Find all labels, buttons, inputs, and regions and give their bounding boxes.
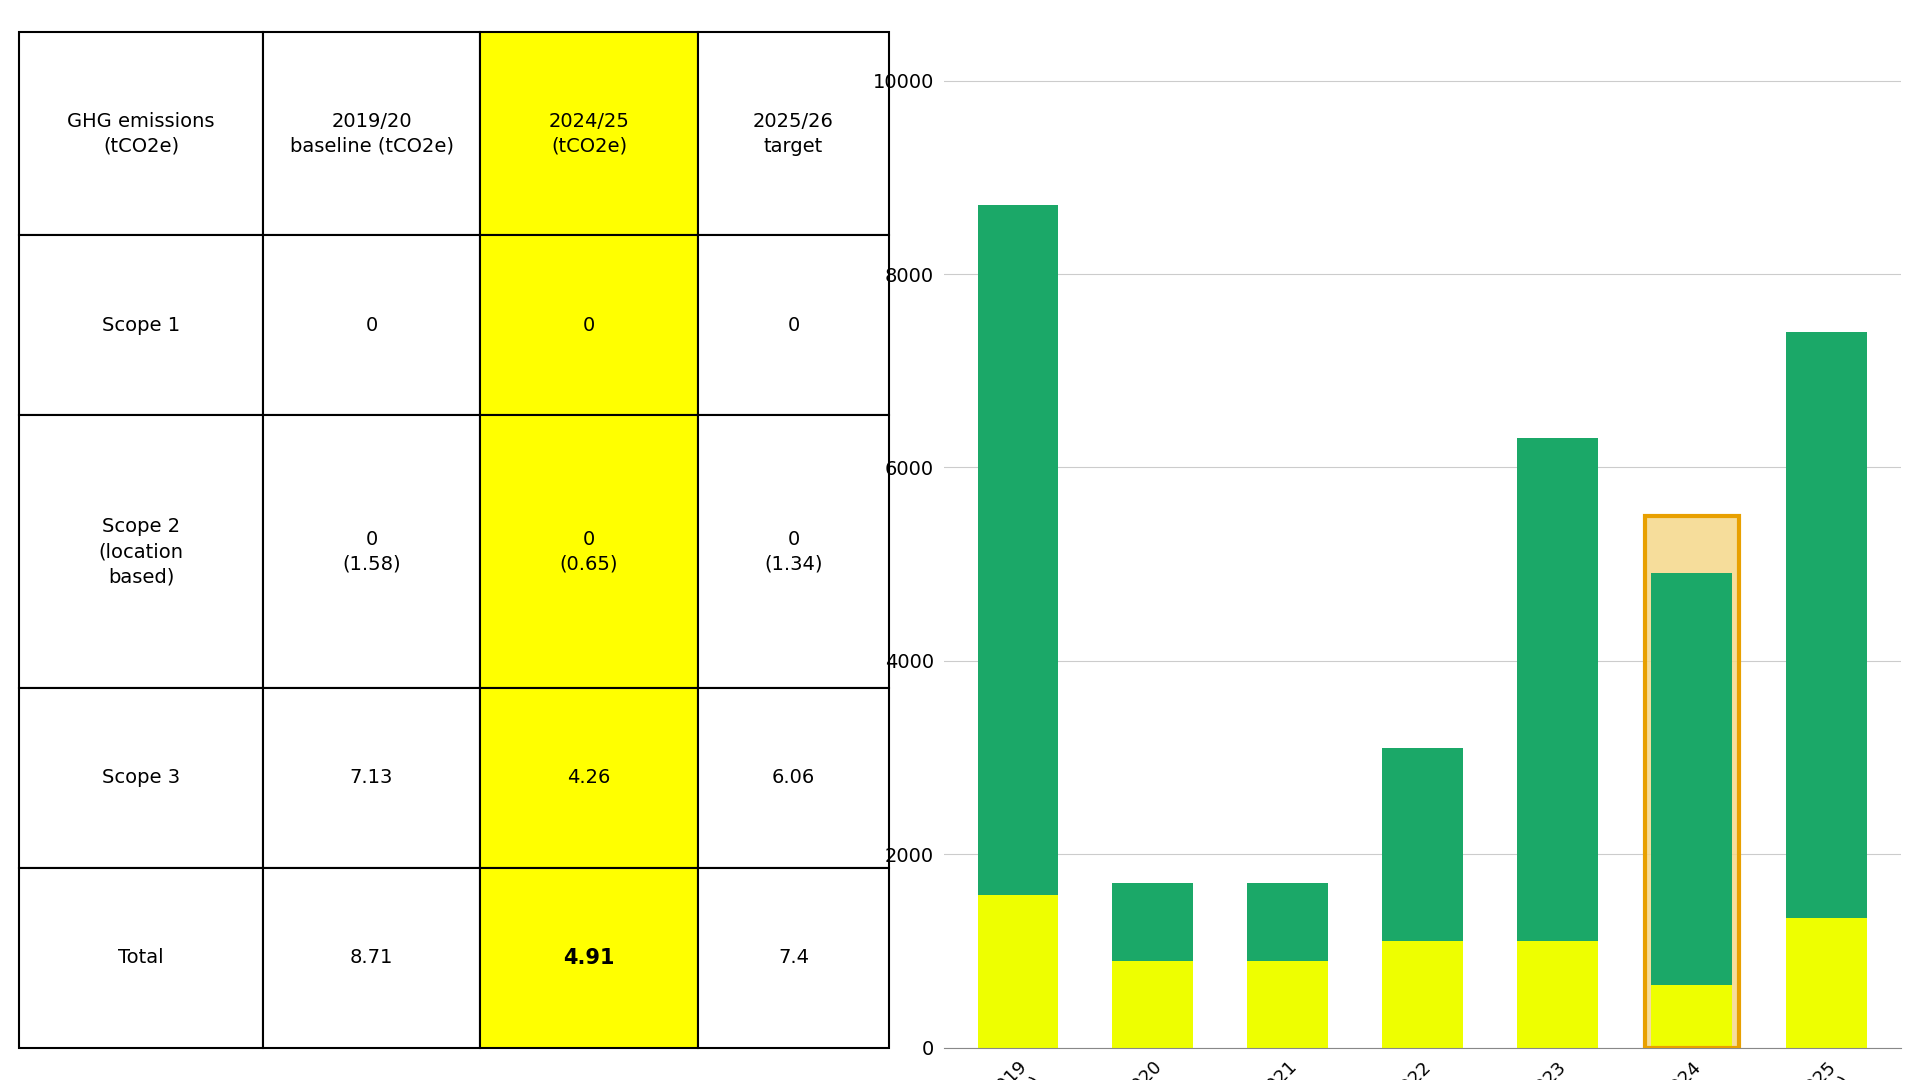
Bar (1382, 747, 1463, 942)
Text: 0: 0 (584, 315, 595, 335)
Text: 0: 0 (787, 315, 799, 335)
Bar (19, 416, 263, 688)
Bar (263, 235, 480, 416)
Bar (1645, 516, 1740, 1048)
Bar (697, 688, 889, 867)
Text: 8.71: 8.71 (349, 948, 394, 968)
Bar (263, 688, 480, 867)
Bar (263, 867, 480, 1048)
Text: Scope 3: Scope 3 (102, 768, 180, 787)
Text: 6.06: 6.06 (772, 768, 814, 787)
Bar (697, 235, 889, 416)
Bar (697, 867, 889, 1048)
Bar (1651, 985, 1732, 1048)
Text: 7.13: 7.13 (349, 768, 394, 787)
Bar (1112, 960, 1192, 1048)
Bar (19, 235, 263, 416)
Bar (1645, 516, 1740, 1048)
Bar (19, 32, 263, 235)
Bar (1786, 333, 1866, 918)
Bar (697, 416, 889, 688)
Bar (1517, 438, 1597, 942)
Text: 0
(1.58): 0 (1.58) (342, 529, 401, 573)
Bar (977, 205, 1058, 895)
Bar (480, 867, 697, 1048)
Bar (480, 32, 697, 235)
Text: 2019/20
baseline (tCO2e): 2019/20 baseline (tCO2e) (290, 112, 453, 156)
Text: 0
(0.65): 0 (0.65) (561, 529, 618, 573)
Bar (1786, 918, 1866, 1048)
Bar (1651, 572, 1732, 985)
Bar (697, 32, 889, 235)
Bar (1651, 572, 1732, 985)
Text: 4.91: 4.91 (563, 947, 614, 968)
Text: 4.26: 4.26 (566, 768, 611, 787)
Text: 2025/26
target: 2025/26 target (753, 112, 833, 156)
Bar (1517, 942, 1597, 1048)
Text: Scope 1: Scope 1 (102, 315, 180, 335)
Bar (1112, 883, 1192, 960)
Bar (19, 688, 263, 867)
Bar (480, 235, 697, 416)
Bar (1248, 960, 1329, 1048)
Text: GHG emissions
(tCO2e): GHG emissions (tCO2e) (67, 112, 215, 156)
Text: Scope 2
(location
based): Scope 2 (location based) (98, 517, 184, 586)
Bar (480, 688, 697, 867)
Bar (1382, 942, 1463, 1048)
Bar (1248, 883, 1329, 960)
Bar (480, 416, 697, 688)
Bar (977, 895, 1058, 1048)
Text: Total: Total (119, 948, 163, 968)
Bar (263, 416, 480, 688)
Text: 0: 0 (365, 315, 378, 335)
Bar (263, 32, 480, 235)
Bar (19, 867, 263, 1048)
Text: 0
(1.34): 0 (1.34) (764, 529, 822, 573)
Text: 7.4: 7.4 (778, 948, 808, 968)
Text: 2024/25
(tCO2e): 2024/25 (tCO2e) (549, 112, 630, 156)
Bar (1651, 985, 1732, 1048)
